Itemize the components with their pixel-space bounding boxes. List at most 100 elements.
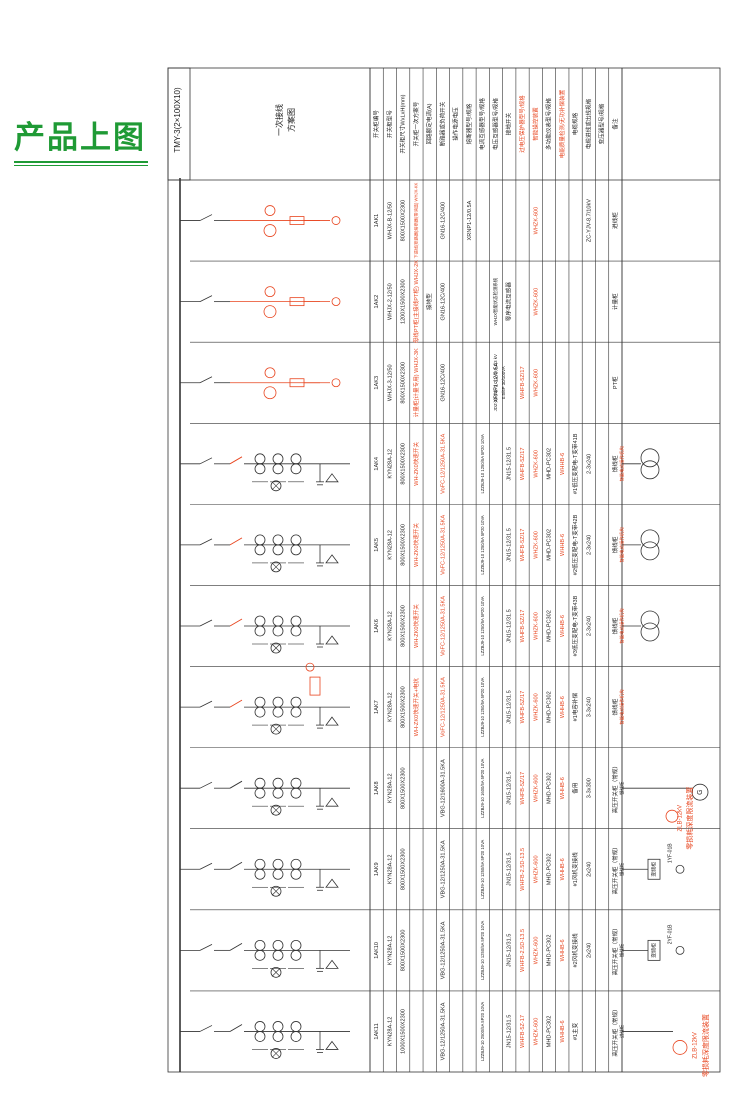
switch-blade — [199, 619, 213, 627]
row-label: 回路额定电流(A) — [425, 103, 433, 144]
meter-cross — [271, 1049, 281, 1058]
arrester-icon — [325, 554, 339, 564]
meter-icon — [270, 480, 282, 492]
cell-model: KYN28A-12 — [387, 530, 393, 560]
motor-icon — [675, 945, 685, 955]
switch-blade — [199, 457, 213, 465]
cell-id: 1AK8 — [374, 781, 380, 795]
cell-arrester: WHFB-5Z/17 — [520, 772, 526, 805]
ct-icon — [290, 868, 302, 880]
cell-breaker: GN16-12C/400 — [440, 364, 446, 402]
cell-ground: JN15-12/31.5 — [507, 852, 513, 886]
cell-pq: WHHB-6 — [560, 1020, 566, 1042]
cell-smart: WHZK-600 — [533, 531, 539, 559]
cell-smart: WHZK-600 — [533, 855, 539, 883]
scheme-label-2: 方案图 — [286, 108, 296, 132]
cell-cable2: 2-3x240 — [586, 616, 592, 636]
breaker-blade — [229, 942, 243, 951]
ct-icon — [272, 939, 284, 951]
cell-arrester: WHFB-5Z-17 — [520, 1015, 526, 1048]
ct-icon — [290, 787, 302, 799]
cell-note: 高压开关柜（常规） — [611, 925, 619, 975]
current-limiter-icon — [672, 1040, 688, 1055]
cell-size: 800X1500X2300 — [401, 848, 407, 890]
cell-note: 馈线柜 — [611, 536, 619, 553]
ct-icon — [254, 1031, 266, 1042]
transformer-icon — [640, 610, 660, 630]
cell-cable: #1电容补偿 — [571, 692, 579, 721]
cell-cable2: 2x240 — [586, 943, 592, 958]
ct-icon — [290, 544, 302, 556]
ct-icon — [290, 1021, 302, 1032]
cell-scheme: 下进线(断路器)熔断器(带消谐) WHJX-KK — [413, 182, 420, 258]
cell-arrester: WHFB-2.5D-13.5 — [520, 929, 526, 972]
cell-size: 800X1500X2300 — [401, 767, 407, 809]
breaker-blade — [229, 780, 243, 789]
meter-icon — [270, 1048, 282, 1059]
terminal-icon — [331, 378, 341, 388]
cell-cable: #1主变 — [571, 1022, 579, 1040]
arrester-icon — [325, 716, 339, 726]
terminal-icon — [331, 297, 341, 307]
cell-extra: 智能电动操作机构 — [619, 689, 626, 725]
cell-pq: WHHB-6 — [560, 696, 566, 718]
cell-id: 1AK4 — [374, 457, 380, 471]
cell-meter: MHD-PC302 — [547, 772, 553, 804]
ct-icon — [254, 463, 266, 475]
ct-icon — [290, 625, 302, 637]
cell-extra: JDZ-10 10/√3 0.1/√3 0.1/3 kV — [493, 354, 498, 411]
cell-ground: JN15-12/31.5 — [507, 690, 513, 724]
row-label: 开关柜型号 — [385, 110, 393, 138]
ct-icon — [272, 949, 284, 961]
mid-annot-1: ZLB-12kV — [678, 805, 684, 832]
cell-cable: #1低压变配电-T变带41B — [571, 433, 579, 494]
row-label: 开关柜编号 — [372, 110, 380, 138]
cell-pq: WHHB-6 — [560, 939, 566, 961]
cell-model: KYN28A-12 — [387, 449, 393, 479]
meter-icon — [270, 642, 282, 654]
cell-pq: WHHB-6 — [560, 615, 566, 637]
right-annot-2: 零损耗深度限流装置 — [701, 1014, 710, 1077]
generator-label: G — [697, 789, 704, 794]
row-label: 变压器型号/规格 — [598, 103, 606, 144]
cell-ground: JN15-12/31.5 — [507, 528, 513, 562]
cell-ct: LZZBJ9-10 1250/5A 5P20 10VA — [480, 921, 485, 980]
ct-icon — [272, 463, 284, 475]
cell-id: 1AK2 — [374, 295, 380, 309]
cell-model: WHJX-3-12/50 — [387, 364, 393, 401]
cell-breaker: VBG-12/1600A-31.5KA — [440, 759, 446, 817]
cell-size: 800X1500X2300 — [401, 930, 407, 972]
inverter-label-1: 变频柜 — [650, 862, 657, 877]
cell-cable: #1风机变接线 — [571, 852, 579, 887]
breaker-blade — [229, 1024, 243, 1032]
ct-icon — [254, 625, 266, 637]
ct-icon — [272, 858, 284, 870]
cell-size: 1000X1500X2300 — [401, 1009, 407, 1054]
cell-scheme: WH-ZK0快速开关 — [412, 523, 420, 567]
cell-ct: LZZBJ9-10 2500/5A 5P20 10VA — [480, 1002, 485, 1061]
cell-pq: WHHB-6 — [560, 777, 566, 799]
meter-cross — [271, 481, 281, 491]
cell-ct: LZZBJ9-10 1250/5A 5P20 10VA — [480, 677, 485, 736]
cell-id: 1AK6 — [374, 619, 380, 633]
cell-note: 馈线柜 — [611, 455, 619, 472]
ct-icon — [290, 534, 302, 546]
ct-icon — [272, 787, 284, 799]
cell-smart: WHZK-600 — [533, 288, 539, 316]
cell-meter: MHD-PC302 — [547, 853, 553, 885]
cell-arrester: WHFB-5Z/17 — [520, 529, 526, 562]
cell-model: KYN28A-12 — [387, 611, 393, 641]
meter-cross — [271, 805, 281, 815]
ct-icon — [254, 858, 266, 870]
scheme-label-1: 一次接线 — [274, 104, 284, 136]
breaker-blade — [229, 618, 243, 627]
cell-ground: JN15-12/31.5 — [507, 934, 513, 968]
row-label: 接地开关 — [505, 112, 513, 135]
arrester-icon — [325, 878, 339, 888]
cell-cable2: 3-3x300 — [586, 778, 592, 798]
cell-ct: LZZBJ9-10 1600/5A 5P20 10VA — [480, 758, 485, 817]
arrester-icon — [325, 959, 339, 969]
row-label: 电缆规格 — [571, 112, 579, 135]
cell-meter: MHD-PC302 — [547, 935, 553, 967]
ct-icon — [272, 706, 284, 718]
